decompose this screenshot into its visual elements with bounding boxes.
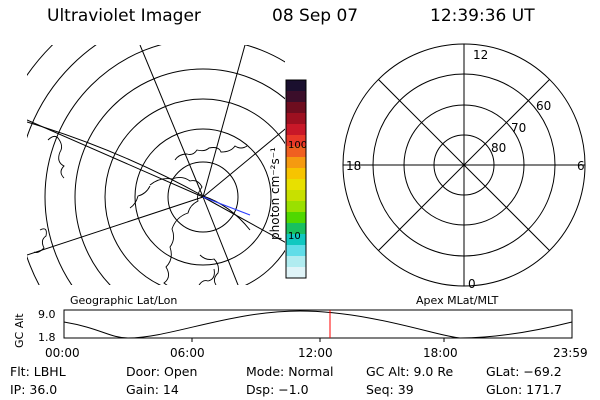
time-tick-2359: 23:59 [553, 346, 588, 360]
mlat-label-70: 70 [511, 121, 526, 135]
colorbar-swatch [286, 223, 306, 235]
altitude-ylabel: GC Alt [13, 313, 26, 348]
time-tick-1800: 18:00 [423, 346, 458, 360]
colorbar-swatch [286, 146, 306, 158]
altitude-ytick-1-8: 1.8 [38, 331, 56, 344]
geographic-map [27, 45, 285, 285]
mlat-label-80: 80 [491, 141, 506, 155]
geographic-label: Geographic Lat/Lon [70, 294, 177, 307]
time-tick-0600: 06:00 [170, 346, 205, 360]
coastline-antarctica [149, 176, 215, 285]
status-ip: IP: 36.0 [10, 382, 58, 397]
colorbar-swatch [286, 179, 306, 191]
time-tick-0000: 00:00 [45, 346, 80, 360]
status-mode: Mode: Normal [246, 364, 334, 379]
date-label: 08 Sep 07 [272, 6, 359, 26]
magnetic-polar-plot [342, 43, 586, 287]
app-title: Ultraviolet Imager [47, 6, 201, 26]
colorbar-tick-100: 100 [288, 140, 307, 151]
longitude-lines [27, 45, 285, 285]
status-filter: Flt: LBHL [10, 364, 66, 379]
colorbar-swatch [286, 201, 306, 213]
colorbar-swatch [286, 124, 306, 136]
mlt-label-12: 12 [473, 48, 488, 62]
coastline-newzealand [47, 135, 65, 179]
altitude-ytick-9: 9.0 [38, 308, 56, 321]
colorbar-swatch [286, 102, 306, 114]
colorbar-swatch [286, 157, 306, 169]
mlt-label-6: 6 [577, 159, 585, 173]
colorbar [285, 79, 307, 279]
colorbar-swatch [286, 80, 306, 92]
colorbar-swatch [286, 212, 306, 224]
status-door: Door: Open [126, 364, 198, 379]
colorbar-swatch [286, 168, 306, 180]
colorbar-swatch [286, 245, 306, 257]
colorbar-swatch [286, 256, 306, 268]
apex-label: Apex MLat/MLT [416, 294, 499, 307]
time-label: 12:39:36 UT [430, 6, 535, 26]
altitude-plot [63, 309, 573, 342]
status-glon: GLon: 171.7 [486, 382, 562, 397]
mlt-label-0: 0 [468, 277, 476, 291]
mlat-label-60: 60 [536, 99, 551, 113]
latitude-circles [27, 45, 285, 285]
colorbar-swatch [286, 190, 306, 202]
colorbar-swatch [286, 113, 306, 125]
colorbar-swatch [286, 267, 306, 279]
mlt-label-18: 18 [346, 159, 361, 173]
colorbar-unit-label: photon cm⁻²s⁻¹ [268, 147, 282, 240]
status-dsp: Dsp: −1.0 [246, 382, 309, 397]
status-seq: Seq: 39 [366, 382, 414, 397]
status-gc-alt: GC Alt: 9.0 Re [366, 364, 454, 379]
colorbar-swatch [286, 91, 306, 103]
time-tick-1200: 12:00 [298, 346, 333, 360]
colorbar-frame [285, 79, 307, 279]
colorbar-swatch [286, 135, 306, 147]
status-gain: Gain: 14 [126, 382, 179, 397]
status-glat: GLat: −69.2 [486, 364, 562, 379]
colorbar-swatch [286, 234, 306, 246]
colorbar-tick-10: 10 [288, 231, 301, 242]
